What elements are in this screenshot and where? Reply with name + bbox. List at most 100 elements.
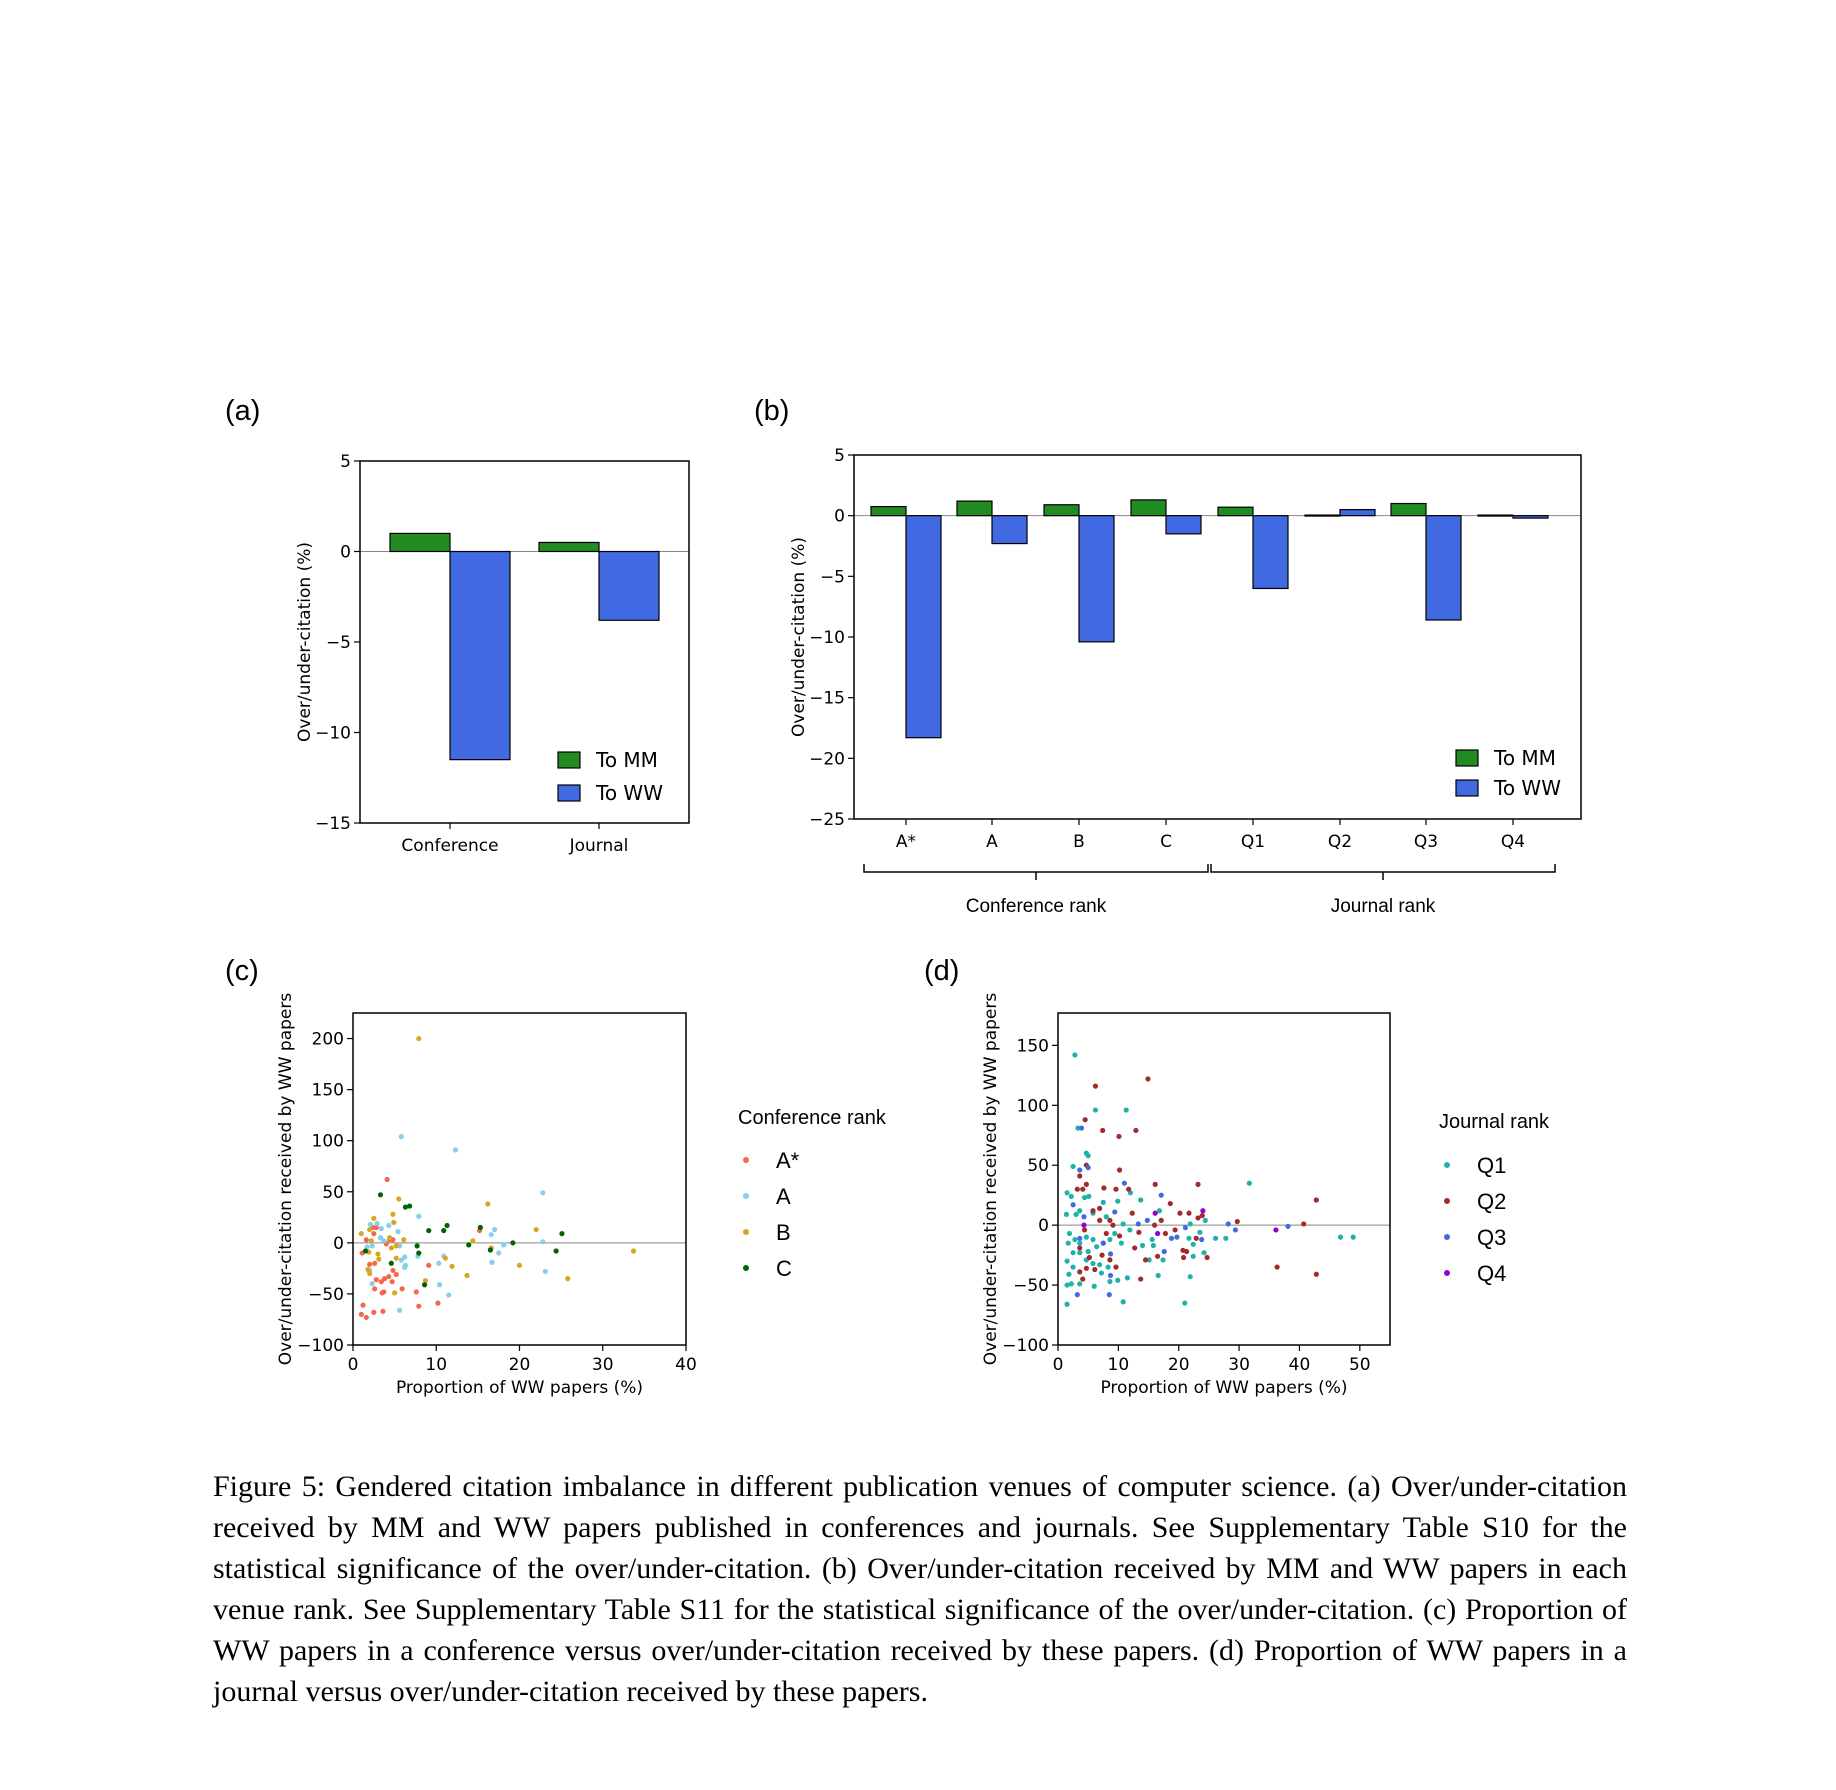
point-q2	[1138, 1276, 1144, 1282]
point-b	[485, 1201, 491, 1207]
point-c	[402, 1204, 409, 1210]
point-q2	[1103, 1230, 1109, 1237]
point-b	[375, 1251, 381, 1257]
bar-to-ww	[1165, 515, 1202, 535]
bar-to-ww	[1512, 515, 1549, 519]
point-q2	[1136, 1229, 1142, 1235]
point-b	[371, 1215, 377, 1221]
x-tick-label: Q1	[1241, 832, 1265, 852]
point-q1	[1081, 1194, 1088, 1201]
point-a-star	[372, 1286, 378, 1292]
legend-marker	[1444, 1162, 1450, 1168]
point-c	[362, 1248, 369, 1254]
point-q1	[1066, 1230, 1073, 1237]
y-tick-label: 50	[1027, 1156, 1049, 1176]
bar-to-ww	[1078, 515, 1115, 643]
y-tick-label: 150	[1017, 1036, 1049, 1056]
point-c	[559, 1231, 565, 1237]
point-q1	[1190, 1253, 1196, 1259]
point-q1	[1072, 1052, 1078, 1058]
x-tick-label: 20	[509, 1355, 531, 1375]
point-q2	[1100, 1127, 1106, 1134]
point-q2	[1107, 1257, 1113, 1263]
point-q3	[1285, 1223, 1291, 1229]
point-q1	[1090, 1260, 1096, 1267]
point-q1	[1097, 1262, 1103, 1268]
point-q2	[1082, 1117, 1088, 1123]
point-q2	[1313, 1271, 1319, 1277]
point-q1	[1100, 1199, 1106, 1205]
point-q1	[1072, 1236, 1078, 1243]
point-a	[364, 1244, 370, 1250]
point-q1	[1091, 1283, 1097, 1289]
point-b	[368, 1238, 374, 1244]
point-q1	[1146, 1257, 1152, 1263]
point-a	[386, 1222, 392, 1229]
point-c	[553, 1248, 559, 1254]
point-q2	[1116, 1233, 1123, 1239]
point-b	[416, 1035, 422, 1042]
legend-label: B	[776, 1220, 791, 1245]
point-q1	[1064, 1301, 1070, 1307]
point-a-star	[358, 1311, 364, 1317]
point-a	[491, 1226, 498, 1233]
point-b	[470, 1238, 476, 1244]
point-q3	[1121, 1180, 1127, 1186]
x-tick-label: B	[1073, 832, 1085, 852]
point-q1	[1202, 1217, 1208, 1223]
legend-label: A*	[776, 1148, 800, 1173]
point-q1	[1064, 1258, 1070, 1264]
point-a-star	[371, 1309, 377, 1315]
point-q2	[1180, 1254, 1187, 1261]
point-q2	[1129, 1210, 1135, 1216]
point-q2	[1183, 1248, 1190, 1255]
y-axis-label: Over/under-citation (%)	[789, 537, 809, 737]
point-q1	[1086, 1193, 1092, 1199]
point-q3	[1232, 1227, 1239, 1233]
point-q1	[1186, 1235, 1192, 1241]
point-q1	[1068, 1193, 1074, 1199]
point-a-star	[393, 1271, 399, 1278]
point-a	[398, 1134, 404, 1140]
point-q1	[1115, 1277, 1121, 1283]
plot-frame	[359, 460, 690, 824]
point-b	[388, 1245, 394, 1251]
y-tick-label: 5	[340, 452, 351, 472]
point-q1	[1150, 1242, 1156, 1249]
bar-to-ww	[991, 515, 1028, 545]
point-q2	[1092, 1266, 1098, 1273]
point-a-star	[384, 1176, 390, 1183]
point-q1	[1077, 1250, 1083, 1256]
point-q1	[1246, 1180, 1252, 1186]
point-q1	[1065, 1240, 1071, 1246]
legend-label: C	[776, 1256, 792, 1281]
point-q1	[1103, 1214, 1109, 1220]
y-tick-label: 100	[312, 1132, 344, 1152]
point-q2	[1142, 1257, 1149, 1263]
point-q2	[1151, 1222, 1158, 1228]
point-b	[390, 1211, 396, 1217]
group-label: Conference rank	[966, 896, 1107, 917]
point-q2	[1132, 1245, 1138, 1251]
bar-to-mm	[538, 541, 600, 553]
x-tick-label: 40	[675, 1355, 697, 1375]
point-a-star	[399, 1286, 405, 1292]
point-q1	[1090, 1236, 1096, 1243]
point-a-star	[372, 1260, 378, 1266]
x-tick-label: 10	[1108, 1355, 1130, 1375]
plot-frame	[352, 1012, 687, 1346]
point-b	[396, 1196, 402, 1202]
legend-label: Q4	[1477, 1261, 1506, 1286]
point-q2	[1195, 1181, 1201, 1187]
point-a	[488, 1232, 494, 1238]
bar-to-mm	[870, 505, 907, 517]
bar-to-mm	[1477, 514, 1514, 517]
point-b	[401, 1237, 407, 1243]
point-q3	[1077, 1235, 1083, 1241]
point-q2	[1204, 1254, 1210, 1261]
point-q2	[1199, 1212, 1205, 1219]
point-q1	[1085, 1153, 1091, 1159]
chart-c: 0 10 20 30 40 Proportion of WW papers (%) Conf…	[276, 993, 887, 1398]
point-q3	[1081, 1214, 1087, 1220]
